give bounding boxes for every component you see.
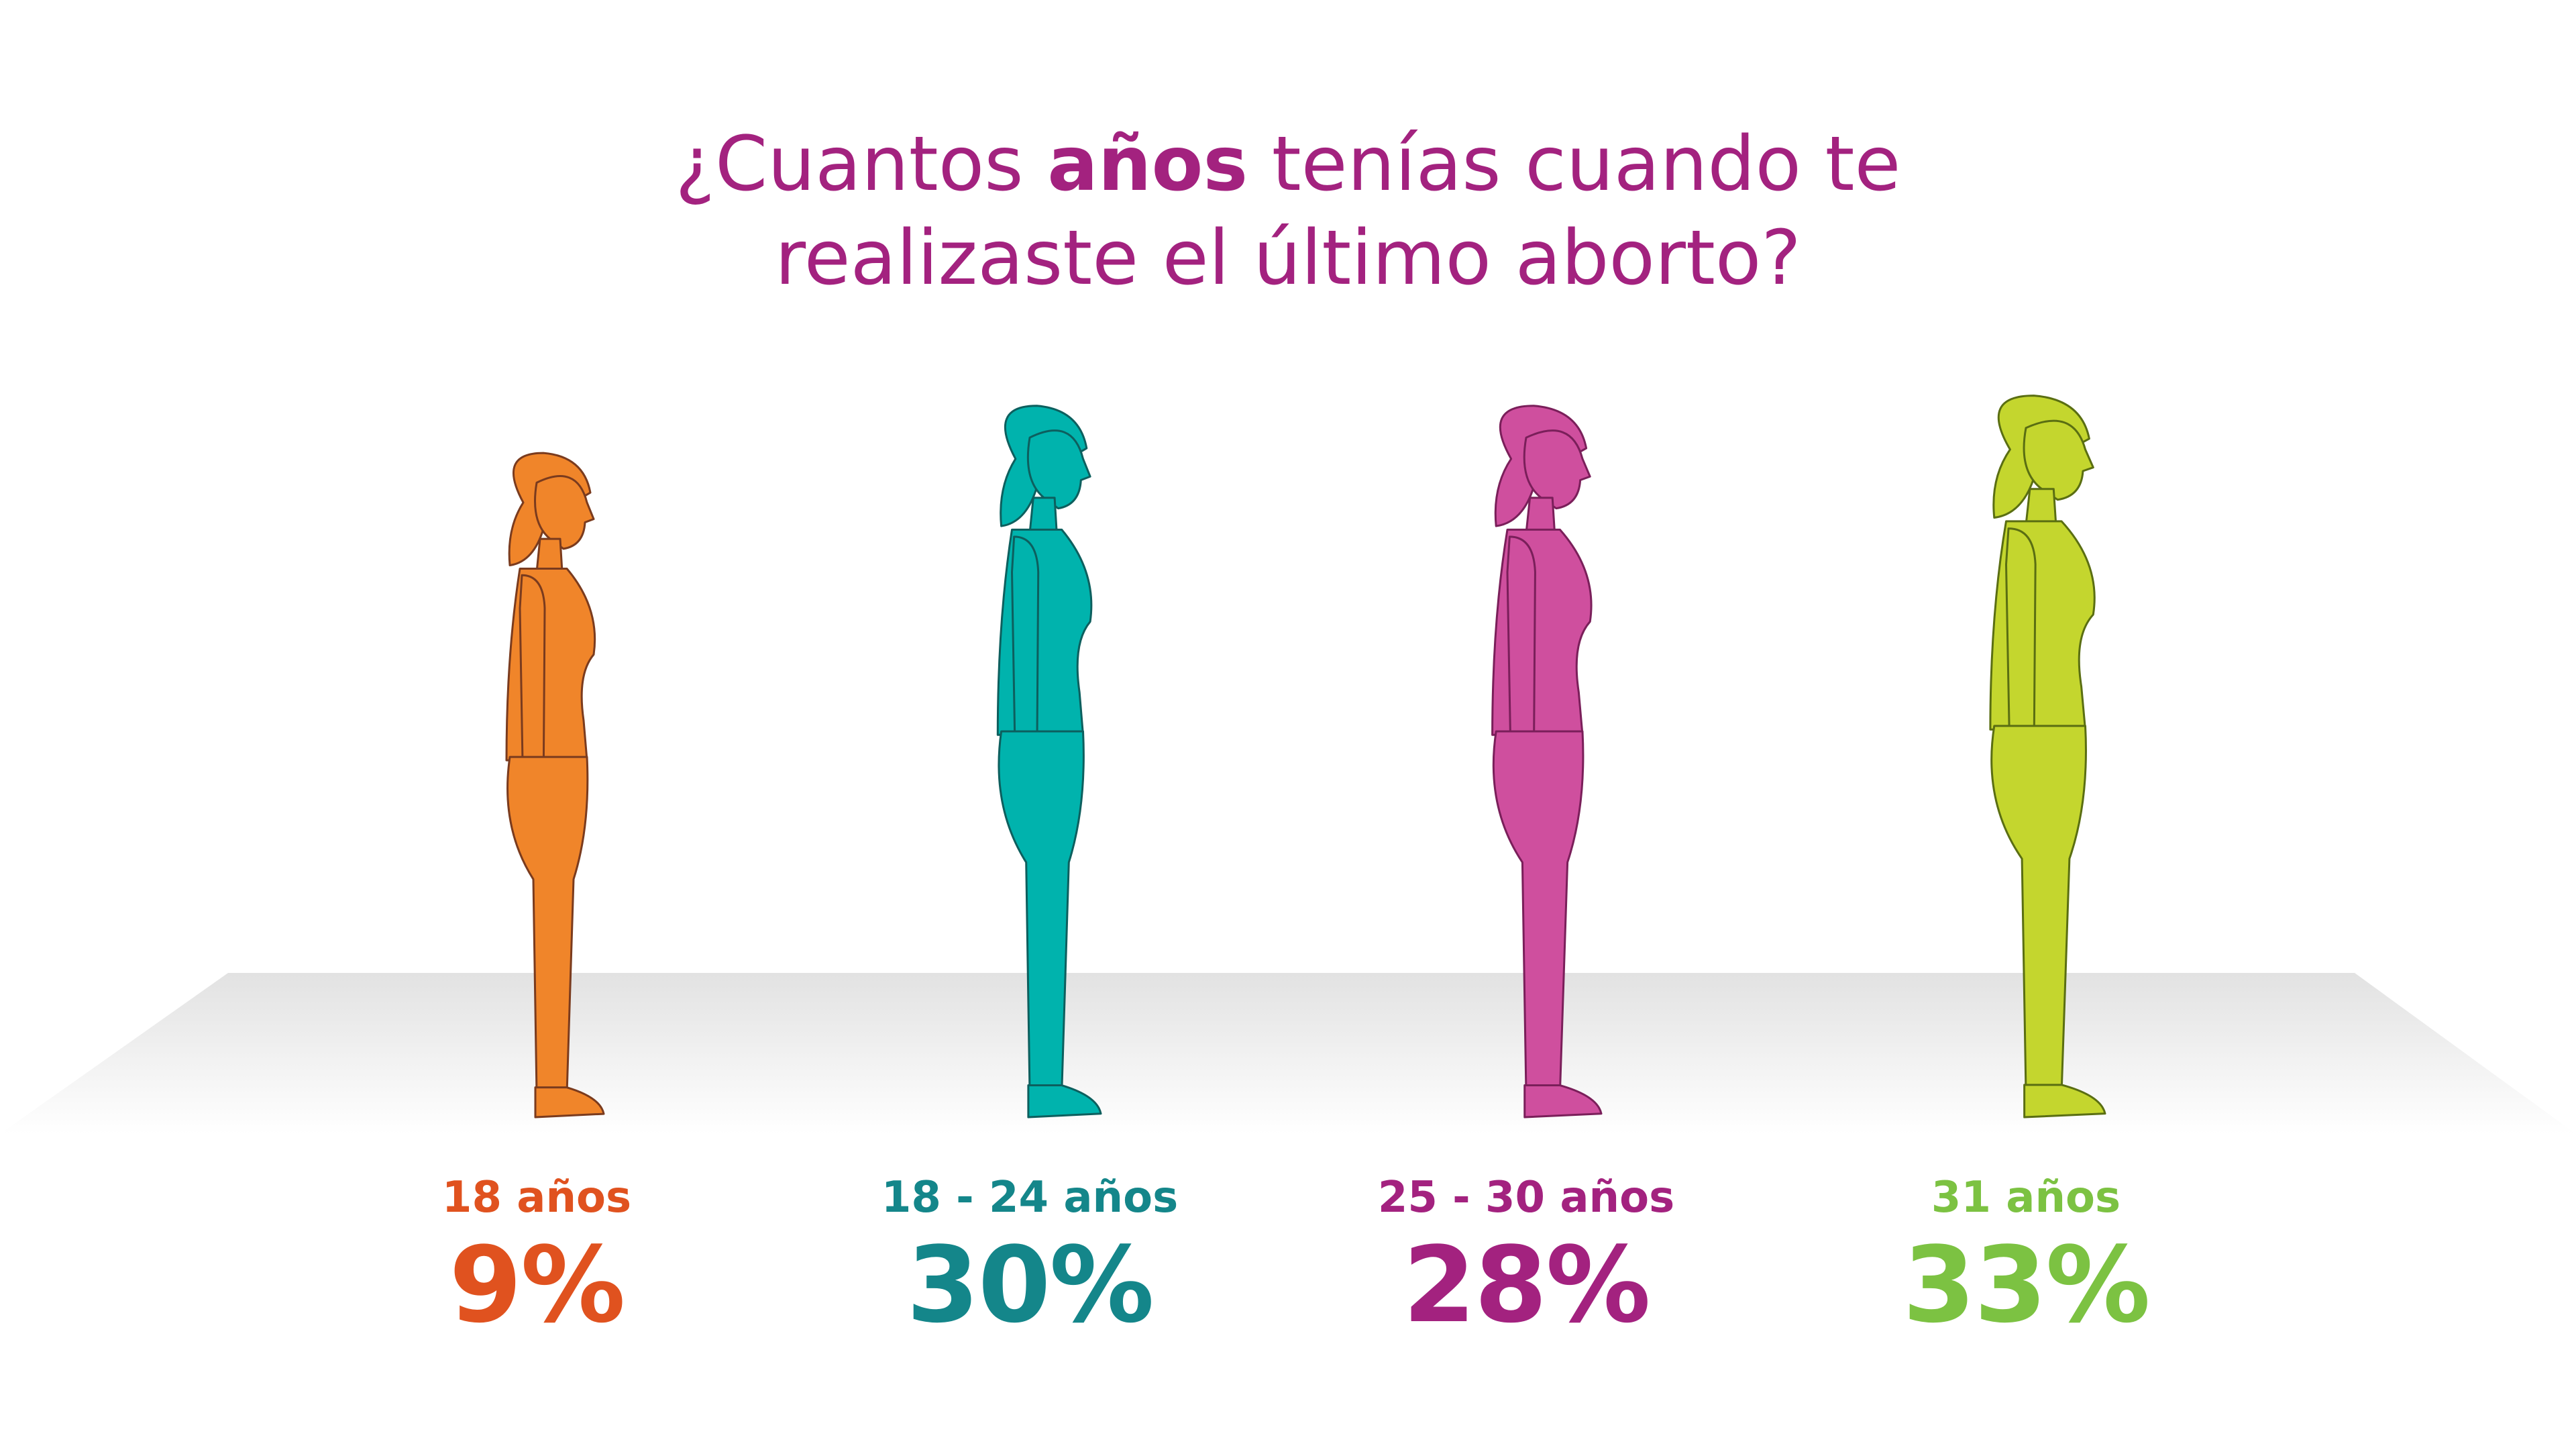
caption-1: 18 años 9%	[302, 1171, 771, 1345]
title-bold-word: años	[1047, 121, 1248, 208]
percentage-value: 28%	[1403, 1224, 1650, 1346]
neck	[535, 537, 564, 573]
age-label: 18 - 24 años	[881, 1173, 1179, 1223]
shoe	[2023, 1084, 2106, 1119]
figure-1	[505, 452, 605, 1119]
head	[1026, 429, 1091, 510]
shoe	[534, 1086, 605, 1119]
caption-4: 31 años 33%	[1791, 1171, 2261, 1345]
percentage-value: 30%	[906, 1224, 1154, 1346]
neck	[1028, 497, 1058, 535]
neck	[1525, 497, 1556, 535]
shoe	[1027, 1084, 1102, 1119]
caption-2: 18 - 24 años 30%	[795, 1171, 1265, 1345]
figure-3	[1491, 405, 1603, 1119]
title-line-1: ¿Cuantos años tenías cuando te	[675, 121, 1901, 208]
percentage-value: 9%	[449, 1224, 626, 1346]
shoe	[1523, 1084, 1603, 1119]
age-label: 31 años	[1931, 1173, 2121, 1223]
head	[2023, 419, 2094, 501]
age-label: 18 años	[441, 1173, 632, 1223]
head	[1523, 429, 1591, 510]
head	[534, 475, 595, 550]
figure-4	[1989, 395, 2106, 1119]
caption-3: 25 - 30 años 28%	[1291, 1171, 1761, 1345]
age-label: 25 - 30 años	[1377, 1173, 1675, 1223]
figure-2	[996, 405, 1102, 1119]
chart-title: ¿Cuantos años tenías cuando te realizast…	[0, 117, 2576, 305]
figures-group	[505, 395, 2106, 1119]
title-line-2: realizaste el último aborto?	[775, 215, 1801, 302]
neck	[2025, 488, 2057, 526]
floor	[0, 973, 2576, 1134]
percentage-value: 33%	[1902, 1224, 2150, 1346]
